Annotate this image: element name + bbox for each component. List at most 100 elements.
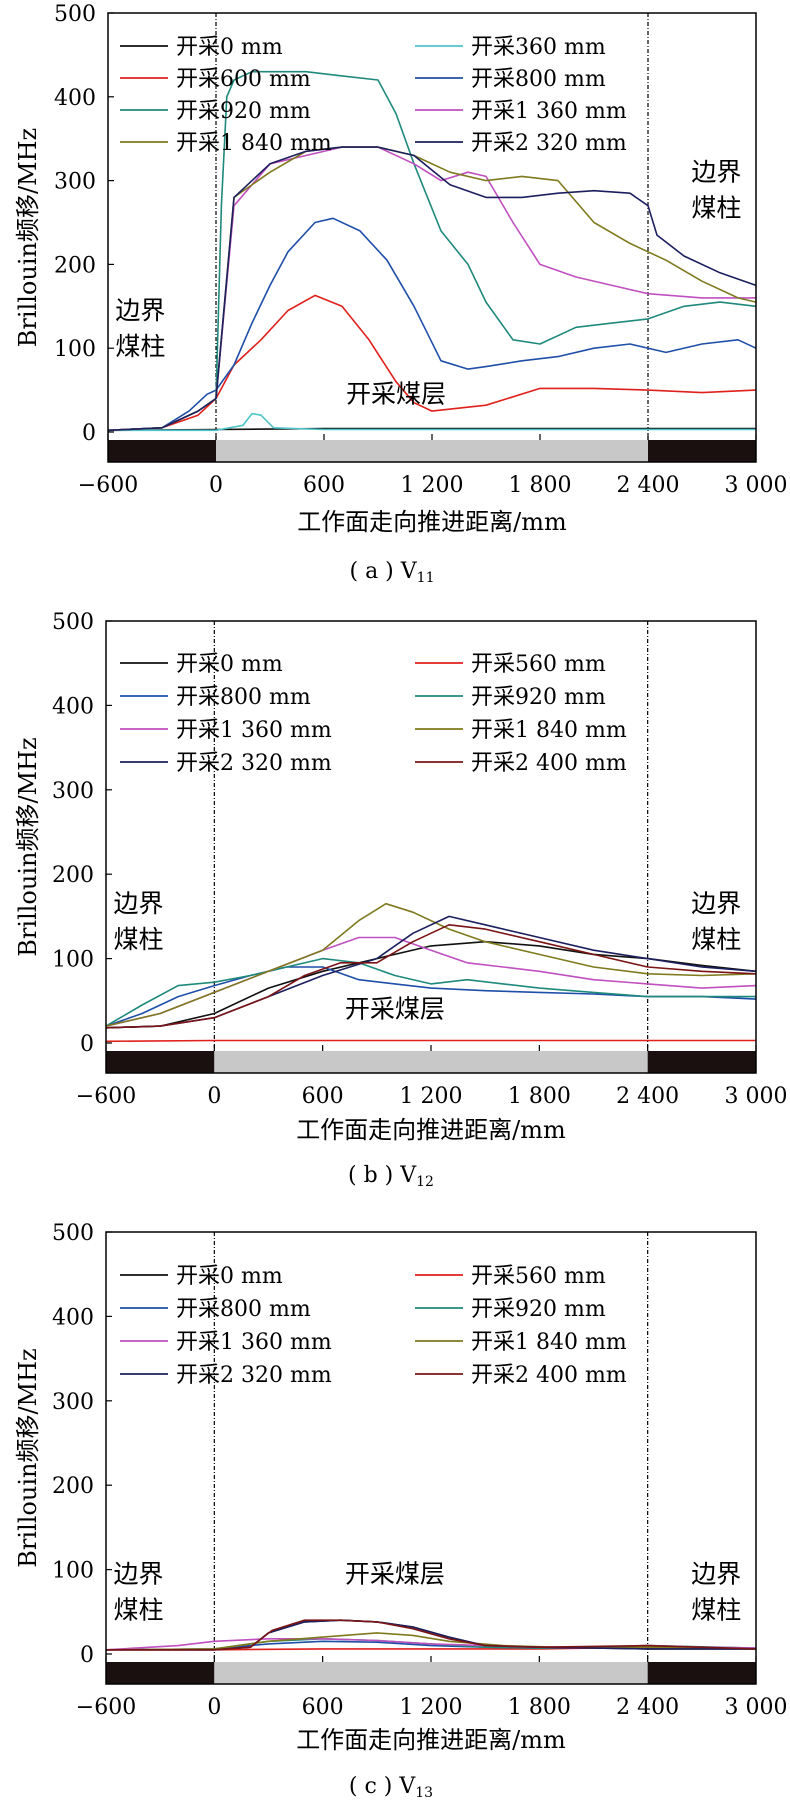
bottom-bar-segment (108, 440, 216, 462)
bottom-bar-segment (647, 1662, 756, 1684)
panel-caption-subscript: 13 (415, 1785, 433, 1801)
x-tick-label: −600 (76, 1695, 136, 1720)
region-annotation: 开采煤层 (346, 380, 446, 409)
panel-caption-subscript: 11 (417, 570, 435, 586)
y-tick-label: 100 (52, 1559, 94, 1584)
legend-label: 开采1 360 mm (176, 718, 332, 743)
legend-label: 开采0 mm (176, 652, 283, 677)
legend-label: 开采2 320 mm (176, 1363, 332, 1388)
x-tick-label: 1 800 (508, 1084, 571, 1109)
plot-frame (105, 1231, 757, 1685)
x-tick-label: 1 800 (508, 1695, 571, 1720)
region-annotation: 边界 (115, 296, 165, 325)
region-annotation: 边界 (691, 158, 741, 187)
x-tick-label: 3 000 (725, 473, 788, 498)
legend-label: 开采2 320 mm (176, 751, 332, 776)
panel-caption: ( a ) V11 (350, 559, 435, 586)
region-annotation: 煤柱 (691, 1595, 741, 1624)
x-tick-label: 2 400 (616, 1695, 679, 1720)
legend-label: 开采920 mm (471, 1297, 606, 1322)
legend-label: 开采1 360 mm (176, 1330, 332, 1355)
legend-label: 开采2 320 mm (471, 131, 627, 156)
series-line (108, 412, 756, 432)
legend-label: 开采800 mm (471, 67, 606, 92)
y-tick-label: 300 (54, 170, 96, 195)
chart-panel-2: 0 100 200 300 400 500 −600 0 600 1 200 1 800 2 400 3… (14, 610, 787, 1190)
series-line (105, 1039, 756, 1043)
legend-label: 开采1 360 mm (471, 99, 627, 124)
x-axis-label: 工作面走向推进距离/mm (297, 508, 567, 536)
y-tick-label: 200 (52, 1474, 94, 1499)
x-tick-label: 3 000 (725, 1084, 788, 1109)
x-tick-label: −600 (76, 1084, 136, 1109)
region-annotation: 边界 (113, 889, 163, 918)
y-tick-label: 200 (52, 863, 94, 888)
plot-frame (107, 12, 757, 463)
y-axis-label: Brillouin频移/MHz (14, 1348, 42, 1567)
y-tick-label: 0 (82, 421, 96, 446)
region-annotation: 开采煤层 (345, 1559, 445, 1588)
legend-label: 开采920 mm (471, 685, 606, 710)
y-tick-label: 300 (52, 1390, 94, 1415)
bottom-bar-segment (647, 1051, 756, 1073)
legend-label: 开采0 mm (176, 1264, 283, 1289)
x-tick-label: 600 (302, 1695, 344, 1720)
x-tick-label: 1 200 (400, 1084, 463, 1109)
x-axis-label: 工作面走向推进距离/mm (296, 1726, 566, 1754)
y-tick-label: 500 (52, 1221, 94, 1246)
legend-label: 开采2 400 mm (471, 751, 627, 776)
region-annotation: 煤柱 (691, 194, 741, 223)
y-tick-label: 100 (52, 948, 94, 973)
x-axis-label: 工作面走向推进距离/mm (296, 1116, 566, 1144)
region-annotation: 煤柱 (113, 925, 163, 954)
bottom-bar-segment (214, 1662, 648, 1684)
legend-label: 开采560 mm (471, 1264, 606, 1289)
x-tick-label: 3 000 (725, 1695, 788, 1720)
x-tick-label: 0 (207, 1695, 221, 1720)
region-annotation: 煤柱 (113, 1595, 163, 1624)
x-tick-label: 600 (302, 1084, 344, 1109)
panel-caption-subscript: 12 (416, 1174, 434, 1190)
y-tick-label: 500 (52, 610, 94, 635)
series-line (106, 1619, 757, 1651)
legend-label: 开采920 mm (176, 99, 311, 124)
y-tick-label: 500 (54, 2, 96, 27)
chart-panel-3: 0 100 200 300 400 500 −600 0 600 1 200 1 800 2 400 3… (14, 1221, 787, 1801)
plot-frame (105, 620, 757, 1074)
panel-caption: ( c ) V13 (349, 1774, 433, 1801)
x-tick-label: 2 400 (617, 473, 680, 498)
x-tick-label: 1 200 (401, 473, 464, 498)
x-tick-label: 1 200 (400, 1695, 463, 1720)
legend-label: 开采2 400 mm (471, 1363, 627, 1388)
y-tick-label: 400 (52, 1305, 94, 1330)
x-tick-label: 1 800 (509, 473, 572, 498)
y-tick-label: 100 (54, 337, 96, 362)
y-tick-label: 400 (54, 86, 96, 111)
y-tick-label: 0 (80, 1032, 94, 1057)
legend-label: 开采360 mm (471, 35, 606, 60)
region-annotation: 边界 (113, 1559, 163, 1588)
region-annotation: 煤柱 (115, 332, 165, 361)
x-tick-label: −600 (78, 473, 138, 498)
region-annotation: 边界 (691, 889, 741, 918)
legend-label: 开采800 mm (176, 685, 311, 710)
series-line (105, 923, 757, 1029)
x-tick-label: 2 400 (616, 1084, 679, 1109)
y-tick-label: 300 (52, 779, 94, 804)
region-annotation: 边界 (691, 1559, 741, 1588)
legend-label: 开采1 840 mm (471, 718, 627, 743)
legend-label: 开采1 840 mm (471, 1330, 627, 1355)
series-line (107, 70, 757, 432)
legend-label: 开采800 mm (176, 1297, 311, 1322)
chart-panel-1: 0 100 200 300 400 500 −600 0 600 1 200 1 800 2 400 3… (14, 2, 787, 586)
bottom-bar-segment (106, 1051, 215, 1073)
y-tick-label: 0 (80, 1643, 94, 1668)
y-axis-label: Brillouin频移/MHz (14, 737, 42, 956)
x-tick-label: 0 (207, 1084, 221, 1109)
legend-label: 开采0 mm (176, 35, 283, 60)
panel-caption: ( b ) V12 (348, 1163, 434, 1190)
x-tick-label: 600 (303, 473, 345, 498)
bottom-bar-segment (648, 440, 756, 462)
